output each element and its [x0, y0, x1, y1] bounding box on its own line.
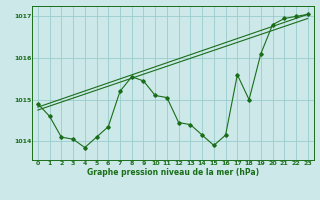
X-axis label: Graphe pression niveau de la mer (hPa): Graphe pression niveau de la mer (hPa) [87, 168, 259, 177]
